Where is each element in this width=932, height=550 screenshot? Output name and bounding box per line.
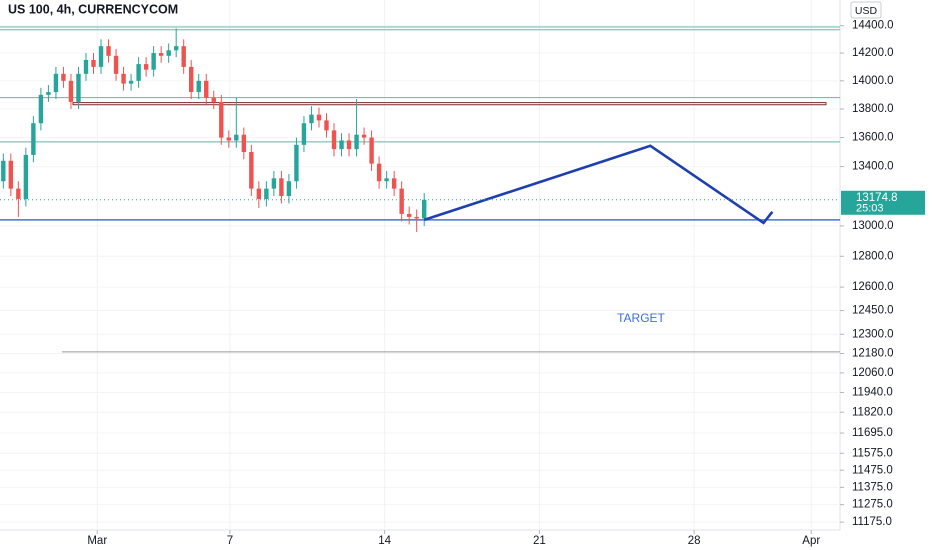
candle-body (1, 160, 6, 182)
x-tick-label: 21 (533, 535, 546, 547)
y-tick-label: 12450.0 (852, 305, 894, 317)
y-tick-label: 14400.0 (852, 20, 894, 32)
candle-body (406, 213, 412, 217)
x-tick-label: 28 (688, 535, 701, 547)
candle-body (331, 130, 337, 150)
candle-body (249, 152, 254, 189)
candle-body (53, 73, 59, 93)
y-tick-label: 11940.0 (852, 386, 893, 398)
y-tick-label: 14200.0 (852, 47, 894, 59)
candle-body (294, 144, 299, 182)
candle-body (422, 199, 427, 219)
projection-path (423, 144, 774, 225)
y-tick-label: 12300.0 (852, 328, 894, 340)
candle-body (8, 160, 14, 189)
candle-body (31, 123, 36, 155)
y-tick-label: 12060.0 (852, 367, 894, 379)
y-tick-label: 12600.0 (852, 281, 894, 293)
candle-body (23, 154, 29, 199)
candle-body (98, 46, 104, 67)
currency-label[interactable]: USD (855, 5, 878, 17)
countdown-label: 25:03 (856, 203, 884, 215)
candle-body (399, 188, 404, 214)
zone (72, 102, 827, 106)
x-tick-label: 7 (227, 535, 233, 547)
candle-body (219, 101, 224, 138)
candle-body (61, 73, 66, 81)
candle-body (241, 134, 247, 153)
candle-body (106, 46, 111, 56)
y-tick-label: 11695.0 (852, 427, 893, 439)
candle-body (46, 92, 51, 95)
x-tick-label: 14 (378, 535, 391, 547)
candle-body (128, 80, 134, 84)
candle-body (151, 53, 156, 70)
y-tick-label: 11275.0 (852, 499, 893, 511)
x-tick-label: Mar (87, 535, 107, 547)
candle-body (361, 134, 367, 138)
candle-body (369, 137, 374, 164)
candle-body (279, 178, 284, 197)
candle-body (256, 188, 262, 199)
candle-body (346, 140, 352, 150)
candle-body (166, 50, 171, 56)
candle-body (376, 163, 382, 182)
annotation: TARGET (617, 311, 665, 325)
y-tick-label: 11820.0 (852, 406, 893, 418)
y-tick-label: 13400.0 (852, 161, 894, 173)
candle-body (286, 181, 292, 197)
candle-body (181, 46, 186, 67)
candle-body (68, 80, 74, 102)
candle-body (136, 64, 141, 81)
candle-body (91, 59, 96, 67)
candle-body (173, 46, 179, 51)
price-tag-label: 13174.8 (856, 192, 898, 204)
chart-title: US 100, 4h, CURRENCYCOM (8, 2, 178, 16)
candle-body (158, 53, 164, 56)
y-tick-label: 14000.0 (852, 75, 894, 87)
candle-body (38, 94, 44, 124)
x-tick-label: Apr (802, 535, 820, 547)
candle-body (234, 134, 239, 141)
candle-body (309, 114, 314, 124)
y-tick-label: 12800.0 (852, 250, 894, 262)
candle-body (324, 120, 329, 131)
candle-body (316, 114, 322, 121)
candle-body (354, 134, 359, 150)
y-tick-label: 11175.0 (852, 516, 892, 528)
candle-body (264, 188, 269, 199)
candle-body (226, 137, 231, 141)
candle-body (189, 66, 194, 93)
candle-body (83, 59, 89, 74)
y-tick-label: 11375.0 (852, 481, 893, 493)
candle-body (384, 178, 389, 182)
candle-body (121, 73, 126, 84)
candle-body (301, 123, 307, 145)
candle-body (339, 140, 344, 150)
candle-body (204, 80, 209, 98)
y-tick-label: 11575.0 (852, 447, 893, 459)
candle-body (414, 216, 419, 219)
y-tick-label: 11475.0 (852, 464, 893, 476)
candle-body (391, 178, 397, 189)
y-tick-label: 13600.0 (852, 132, 894, 144)
price-tag (841, 190, 925, 215)
candle-body (16, 188, 21, 199)
candle-body (196, 80, 201, 93)
candle-body (211, 97, 216, 102)
candle-body (113, 55, 119, 74)
candle-body (271, 178, 277, 189)
y-tick-label: 13000.0 (852, 220, 894, 232)
y-tick-label: 13800.0 (852, 103, 894, 115)
currency-box[interactable] (850, 1, 882, 19)
candle-body (76, 73, 81, 102)
y-tick-label: 12180.0 (852, 348, 894, 360)
candle-body (143, 64, 149, 70)
